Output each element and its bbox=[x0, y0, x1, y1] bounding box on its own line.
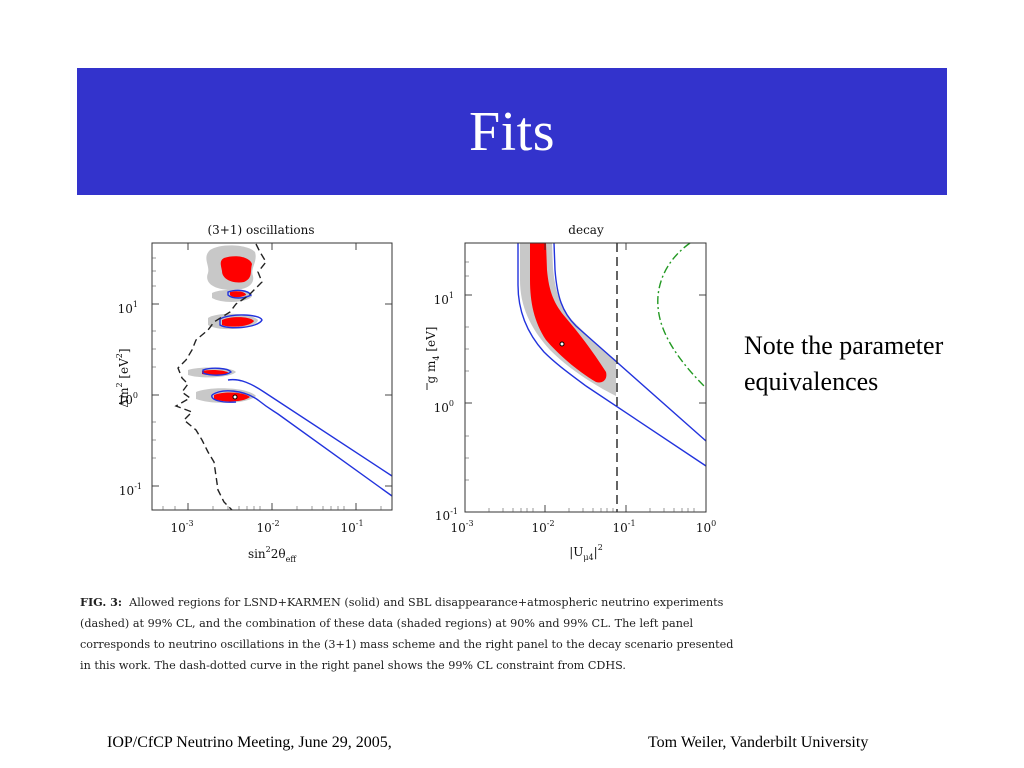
figure-caption: FIG. 3: Allowed regions for LSND+KARMEN … bbox=[80, 592, 740, 676]
left-y-tick-labels: 101 100 10-1 bbox=[118, 300, 142, 498]
parameter-note: Note the parameter equivalences bbox=[744, 331, 944, 396]
left-x-tick-label: 10-2 bbox=[256, 519, 279, 535]
right-best-fit-point bbox=[559, 341, 565, 347]
left-solid-band-cap bbox=[211, 394, 237, 403]
left-shade-90-mid bbox=[230, 291, 246, 298]
left-ticks bbox=[152, 243, 392, 510]
left-solid-island-band1 bbox=[202, 367, 232, 376]
left-solid-curves bbox=[202, 289, 393, 497]
left-solid-band-lower bbox=[211, 390, 393, 497]
right-solid-curves bbox=[517, 242, 707, 467]
left-solid-island-mid bbox=[227, 289, 252, 299]
right-x-tick-label: 10-3 bbox=[450, 519, 473, 535]
footer-author: Tom Weiler, Vanderbilt University bbox=[648, 734, 869, 751]
left-y-axis-label: Δm2 [eV2] bbox=[115, 348, 131, 407]
right-y-tick-label: 101 bbox=[434, 291, 454, 307]
left-x-tick-label: 10-1 bbox=[340, 519, 363, 535]
right-solid-lower bbox=[517, 243, 707, 467]
right-cdhs-curve bbox=[657, 242, 707, 389]
right-y-tick-label: 10-1 bbox=[435, 507, 458, 523]
right-axes-frame bbox=[464, 242, 707, 513]
right-x-tick-label: 100 bbox=[696, 519, 716, 535]
left-solid-island-lower bbox=[219, 314, 263, 329]
right-x-axis-label: |Uμ4|2 bbox=[569, 543, 603, 562]
left-x-axis-label: sin22θeff bbox=[248, 545, 297, 564]
left-minor-ticks bbox=[152, 257, 382, 510]
left-x-tick-label: 10-3 bbox=[170, 519, 193, 535]
left-panel-title: (3+1) oscillations bbox=[207, 223, 314, 237]
left-shade-90-top bbox=[220, 256, 252, 283]
left-shade-90-band2 bbox=[214, 392, 250, 402]
right-y-tick-label: 100 bbox=[434, 399, 454, 415]
right-y-tick-labels: 101 100 10-1 bbox=[434, 291, 458, 523]
left-solid-band-upper bbox=[227, 378, 393, 477]
left-dashed-curve bbox=[174, 243, 267, 511]
right-solid-upper bbox=[553, 242, 707, 442]
left-shade-90-lower bbox=[222, 317, 254, 327]
right-panel: decay bbox=[424, 223, 716, 562]
left-shaded-90-regions bbox=[202, 256, 254, 402]
right-x-tick-label: 10-2 bbox=[531, 519, 554, 535]
left-x-tick-labels: 10-3 10-2 10-1 bbox=[170, 519, 363, 535]
caption-label: FIG. 3: bbox=[80, 595, 123, 609]
right-minor-ticks bbox=[465, 261, 695, 512]
left-y-tick-label: 100 bbox=[118, 391, 138, 407]
right-shade-90-region bbox=[530, 243, 607, 383]
right-ticks bbox=[465, 243, 706, 512]
left-best-fit-point bbox=[232, 394, 238, 400]
right-panel-title: decay bbox=[568, 223, 604, 237]
left-y-tick-label: 10-1 bbox=[119, 482, 142, 498]
left-y-tick-label: 101 bbox=[118, 300, 138, 316]
left-panel: (3+1) oscillations bbox=[115, 223, 393, 564]
right-x-tick-labels: 10-3 10-2 10-1 100 bbox=[450, 519, 716, 535]
right-x-tick-label: 10-1 bbox=[612, 519, 635, 535]
right-y-axis-label: g m4 [eV] bbox=[424, 327, 441, 384]
title-bar: Fits bbox=[77, 68, 947, 195]
slide-title: Fits bbox=[468, 100, 556, 163]
caption-text: Allowed regions for LSND+KARMEN (solid) … bbox=[80, 596, 734, 672]
footer-meeting: IOP/CfCP Neutrino Meeting, June 29, 2005… bbox=[107, 734, 392, 751]
